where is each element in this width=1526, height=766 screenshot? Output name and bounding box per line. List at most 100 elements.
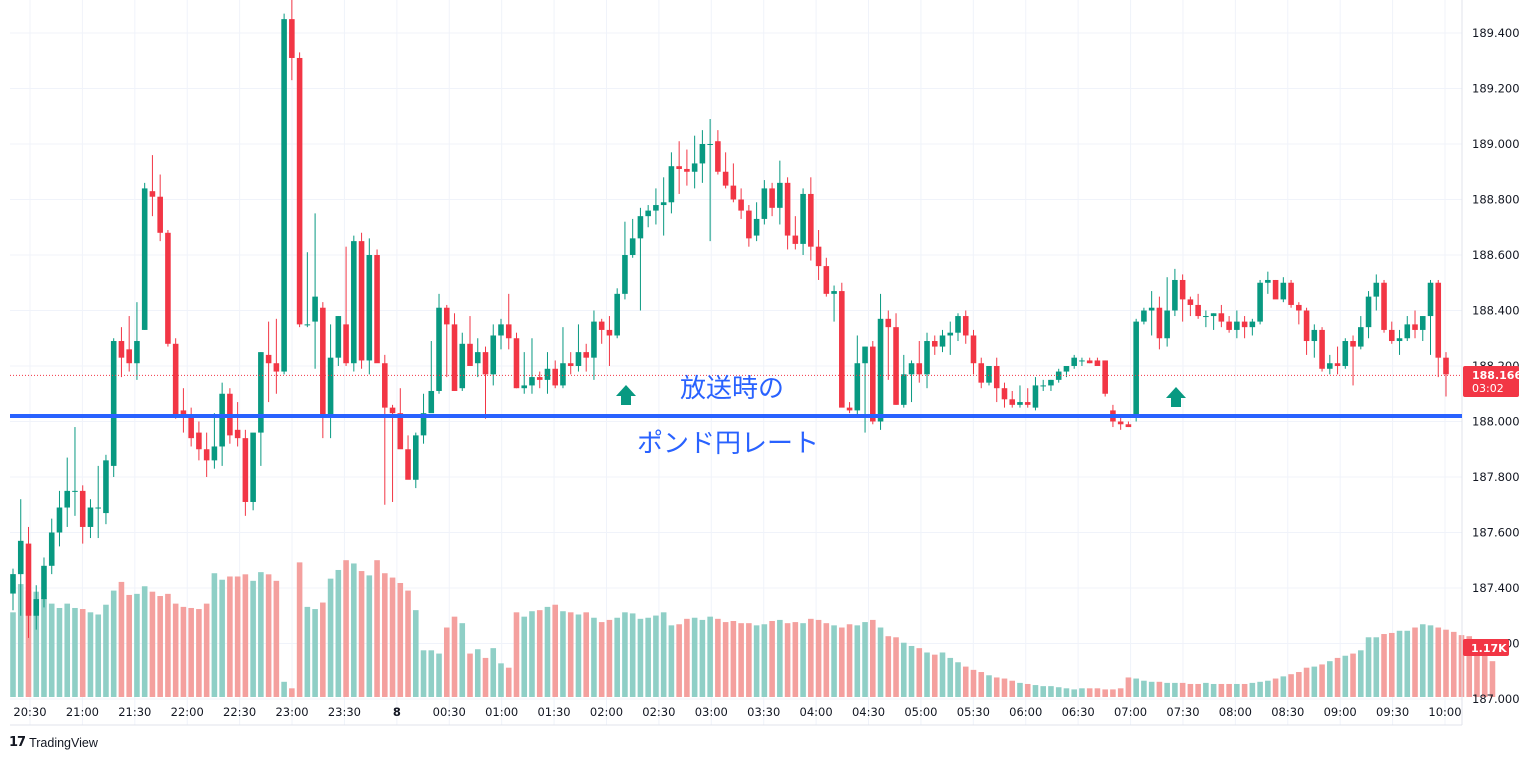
y-tick-label: 187.800 [1472, 470, 1520, 484]
volume-bar [250, 580, 256, 697]
volume-bar [56, 607, 63, 697]
volume-bar [436, 653, 442, 697]
candle-body [250, 432, 256, 502]
candle-body [351, 241, 357, 364]
volume-bar [10, 612, 16, 697]
y-tick-label: 187.600 [1472, 526, 1520, 540]
volume-bar [1358, 650, 1364, 697]
candle-body [583, 352, 589, 358]
volume-bar [1102, 689, 1108, 697]
candle-body [134, 341, 140, 364]
volume-bar [389, 577, 396, 697]
volume-bar [498, 663, 504, 697]
candle-body [281, 19, 287, 372]
volume-bar [699, 619, 706, 697]
volume-bar [41, 598, 47, 697]
x-tick-label: 02:00 [590, 705, 623, 719]
price-tag: 188.166 03:02 [1463, 366, 1522, 397]
volume-bar [1133, 678, 1139, 697]
candle-body [1249, 321, 1256, 328]
candle-body [87, 507, 94, 527]
candle-body [258, 352, 264, 433]
candle-body [1296, 304, 1302, 311]
volume-bar [893, 637, 899, 697]
candle-body [498, 324, 504, 336]
volume-bar [258, 572, 264, 697]
volume-bar [1404, 630, 1411, 697]
candle-body [490, 335, 497, 375]
candle-body [335, 316, 342, 358]
x-tick-label: 03:00 [695, 705, 728, 719]
candle-body [986, 366, 992, 383]
candle-body [312, 296, 318, 322]
x-tick-label: 01:00 [485, 705, 518, 719]
candle-body [1412, 324, 1418, 330]
volume-bar [227, 576, 233, 697]
volume-bar [606, 619, 613, 697]
tradingview-brand[interactable]: 17 TradingView [9, 735, 98, 750]
volume-bar [707, 616, 713, 697]
candle-body [1001, 388, 1008, 400]
candle-body [730, 185, 737, 200]
x-tick-label: 05:30 [957, 705, 990, 719]
candle-body [79, 490, 86, 527]
volume-tag: 1.17K [1463, 639, 1509, 656]
candle-body [165, 232, 171, 344]
candle-body [846, 407, 853, 411]
volume-bar [1381, 634, 1387, 697]
candle-body [413, 435, 419, 480]
volume-bar [165, 593, 171, 697]
candle-body [374, 255, 380, 364]
candle-body [17, 540, 24, 575]
candle-body [1443, 357, 1449, 375]
volume-bar [978, 672, 985, 697]
volume-bar [1210, 683, 1217, 697]
x-tick-label: 09:30 [1376, 705, 1409, 719]
candle-body [1141, 310, 1147, 322]
candle-body [289, 19, 295, 58]
volume-bar [939, 652, 946, 697]
candle-body [1218, 313, 1225, 322]
candle-body [815, 246, 822, 267]
volume-bar [962, 666, 969, 697]
volume-bar [110, 590, 117, 697]
volume-bar [188, 607, 194, 697]
candle-body [1210, 313, 1217, 317]
volume-bar [343, 560, 349, 697]
volume-bar [1466, 636, 1473, 697]
candle-body [784, 182, 791, 236]
x-tick-label: 23:30 [328, 705, 361, 719]
volume-bar [591, 617, 597, 697]
candle-body [1102, 360, 1108, 394]
candle-body [947, 332, 954, 336]
volume-bar [1094, 688, 1101, 697]
candle-body [839, 291, 845, 408]
candle-body [126, 349, 132, 364]
y-tick-label: 189.000 [1472, 137, 1520, 151]
volume-bar [947, 657, 954, 697]
candle-body [908, 363, 915, 375]
candle-body [1234, 321, 1240, 330]
candle-body [467, 343, 473, 366]
volume-bar [660, 612, 667, 697]
candle-body [180, 410, 187, 416]
candle-body [800, 193, 806, 244]
y-tick-label: 189.200 [1472, 82, 1520, 96]
volume-bar [753, 625, 760, 697]
volume-bar [1001, 678, 1008, 697]
volume-bar [1125, 677, 1132, 697]
candle-body [33, 599, 40, 616]
volume-bar [134, 593, 140, 697]
candle-body [552, 368, 559, 386]
candle-body [1419, 316, 1426, 330]
candle-body [691, 163, 698, 172]
candle-body [10, 574, 16, 594]
volume-bar [180, 606, 187, 697]
volume-bar [769, 621, 775, 697]
volume-bar [87, 612, 94, 697]
volume-bar [118, 581, 125, 697]
y-tick-label: 189.400 [1472, 26, 1520, 40]
volume-tag-value: 1.17K [1471, 642, 1507, 655]
volume-bar [265, 574, 272, 697]
